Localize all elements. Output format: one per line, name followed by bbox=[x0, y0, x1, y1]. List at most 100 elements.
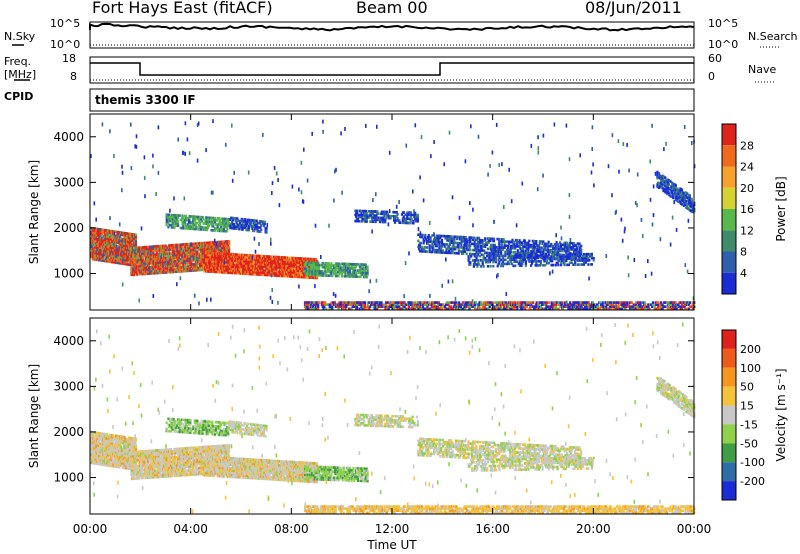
power-cell-955 bbox=[150, 261, 153, 265]
power-cell-1574 bbox=[200, 248, 203, 251]
power-cell-89 bbox=[95, 235, 98, 239]
power-cell-4951 bbox=[552, 253, 555, 257]
power-cell-417 bbox=[117, 255, 120, 259]
power-cell-1149 bbox=[165, 250, 168, 254]
power-cell-457 bbox=[119, 251, 123, 255]
power-cell-625 bbox=[131, 259, 134, 263]
power-cell-192 bbox=[102, 253, 105, 256]
date-title: 08/Jun/2011 bbox=[585, 0, 682, 17]
power-cell-421 bbox=[117, 237, 120, 240]
power-cell-1300 bbox=[177, 245, 180, 249]
power-cell-3422 bbox=[177, 220, 180, 223]
power-cell-692 bbox=[134, 233, 138, 237]
power-cell-697 bbox=[130, 265, 133, 268]
power-cell-1578 bbox=[201, 262, 204, 265]
power-cell-1565 bbox=[200, 268, 203, 272]
power-cell-516 bbox=[123, 236, 126, 239]
power-cell-403 bbox=[116, 259, 119, 263]
power-cell-1006 bbox=[154, 265, 158, 269]
power-cell-464 bbox=[119, 233, 123, 236]
power-cell-1519 bbox=[196, 250, 199, 254]
power-cell-3982 bbox=[424, 233, 427, 237]
nsky-tick-top: 10^5 bbox=[50, 17, 81, 30]
power-cell-62 bbox=[93, 239, 96, 243]
power-cell-839 bbox=[141, 270, 144, 274]
power-cell-1469 bbox=[192, 267, 195, 270]
power-cell-1195 bbox=[169, 258, 173, 262]
power-cell-1551 bbox=[199, 258, 202, 262]
power-cell-4487 bbox=[528, 239, 531, 243]
power-cell-1314 bbox=[179, 257, 182, 261]
power-cell-259 bbox=[106, 249, 109, 253]
power-cell-4961 bbox=[557, 263, 560, 267]
power-cell-755 bbox=[134, 260, 137, 264]
power-cell-1206 bbox=[170, 256, 173, 259]
power-cell-3368 bbox=[366, 265, 369, 269]
power-cell-1301 bbox=[177, 243, 180, 247]
power-cell-184 bbox=[101, 240, 104, 244]
power-cell-949 bbox=[149, 247, 152, 251]
power-cell-1305 bbox=[178, 264, 181, 267]
power-cell-455 bbox=[119, 255, 123, 259]
power-cell-1532 bbox=[197, 246, 200, 249]
power-cell-402 bbox=[116, 261, 119, 265]
power-cell-4202 bbox=[469, 248, 472, 252]
power-cell-4784 bbox=[486, 265, 490, 268]
power-cell-1546 bbox=[199, 268, 202, 272]
power-cell-175 bbox=[100, 234, 103, 238]
power-cell-4279 bbox=[486, 247, 489, 251]
power-cell-3832 bbox=[377, 212, 380, 215]
power-cell-1207 bbox=[170, 248, 173, 251]
power-cell-947 bbox=[149, 251, 152, 255]
power-cell-952 bbox=[150, 270, 153, 273]
power-cell-894 bbox=[145, 245, 148, 249]
power-cell-3759 bbox=[356, 209, 359, 213]
power-cell-170 bbox=[100, 244, 103, 248]
power-cell-994 bbox=[154, 267, 157, 271]
power-cell-1439 bbox=[190, 261, 193, 264]
power-cell-525 bbox=[124, 248, 127, 251]
power-cell-1427 bbox=[189, 267, 192, 270]
power-cell-190 bbox=[102, 257, 105, 260]
power-cell-563 bbox=[127, 257, 130, 260]
nsearch-tick-bottom: 10^0 bbox=[708, 38, 739, 51]
power-cell-3425 bbox=[178, 214, 181, 217]
power-cell-582 bbox=[127, 236, 131, 240]
power-cell-475 bbox=[120, 231, 123, 235]
power-cell-815 bbox=[140, 272, 143, 276]
power-cell-826 bbox=[140, 246, 143, 249]
power-cell-557 bbox=[126, 238, 129, 241]
power-cell-1269 bbox=[176, 262, 179, 265]
power-cell-1187 bbox=[169, 254, 172, 257]
power-cell-1474 bbox=[192, 254, 195, 258]
power-cell-1255 bbox=[175, 270, 178, 273]
power-cell-1486 bbox=[193, 250, 196, 254]
power-cell-1923 bbox=[228, 246, 231, 249]
power-cell-449 bbox=[119, 235, 122, 238]
power-cell-1203 bbox=[170, 264, 173, 268]
power-cell-1220 bbox=[172, 270, 175, 274]
power-cell-1550 bbox=[199, 260, 202, 264]
power-cell-163 bbox=[99, 232, 102, 235]
power-cell-1024 bbox=[155, 245, 158, 248]
power-cell-1318 bbox=[179, 245, 182, 249]
power-cell-661 bbox=[133, 239, 136, 243]
power-cell-1338 bbox=[181, 245, 184, 248]
power-cell-307 bbox=[110, 256, 113, 260]
power-cell-4011 bbox=[431, 234, 434, 237]
power-cell-979 bbox=[152, 249, 155, 252]
power-cell-58 bbox=[93, 247, 96, 251]
power-cell-431 bbox=[118, 247, 121, 251]
power-cell-4185 bbox=[465, 252, 468, 256]
nave-tick-top: 60 bbox=[708, 52, 722, 65]
power-cell-1497 bbox=[194, 248, 197, 252]
freq-line bbox=[90, 62, 694, 76]
power-cell-156 bbox=[99, 248, 102, 252]
power-cell-1086 bbox=[160, 244, 163, 248]
power-cell-4770 bbox=[479, 254, 482, 258]
power-cell-397 bbox=[115, 245, 118, 248]
power-cell-1088 bbox=[161, 269, 164, 272]
beam-title: Beam 00 bbox=[356, 0, 428, 17]
power-cell-1367 bbox=[184, 255, 187, 258]
power-cell-3946 bbox=[416, 213, 419, 217]
